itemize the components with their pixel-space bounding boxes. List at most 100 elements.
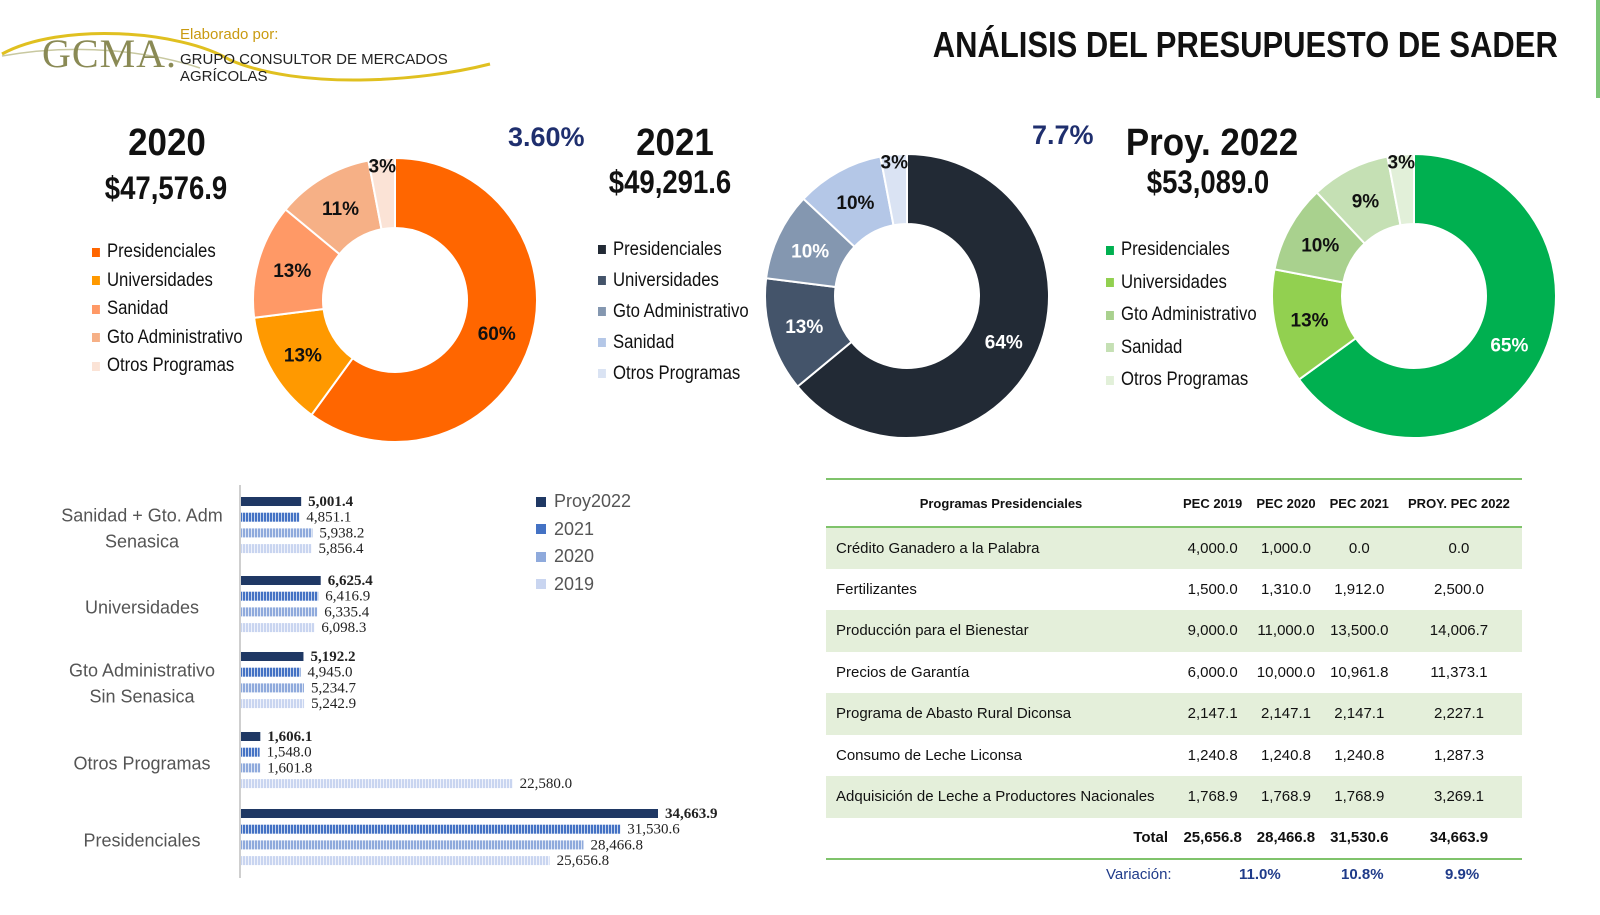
- bar-value-label: 6,335.4: [324, 604, 370, 620]
- program-name-cell: Programa de Abasto Rural Diconsa: [826, 693, 1176, 735]
- legend-swatch: [92, 361, 100, 371]
- value-cell: 1,500.0: [1187, 580, 1238, 598]
- table-row: Programa de Abasto Rural Diconsa 2,147.1 2…: [826, 693, 1522, 735]
- legend-swatch: [598, 338, 606, 347]
- bar-legend-item: Proy2022: [536, 488, 631, 516]
- bar-value-label: 5,192.2: [310, 649, 355, 665]
- donut-slice-label: 3%: [369, 157, 397, 178]
- bar-value-label: 5,234.7: [311, 680, 357, 696]
- table-row: Consumo de Leche Liconsa 1,240.8 1,240.8 1,…: [826, 735, 1522, 777]
- bar-legend-item: 2021: [536, 516, 631, 544]
- donut-slice-label: 3%: [1388, 153, 1416, 174]
- bar: [241, 856, 550, 866]
- donut-slice: [1297, 152, 1557, 439]
- bar: [241, 699, 305, 709]
- table-row: Fertilizantes 1,500.0 1,310.0 1,912.0 2,500.…: [826, 569, 1522, 611]
- legend-swatch: [92, 247, 100, 257]
- donut-slice-label: 11%: [322, 199, 359, 220]
- value-cell: 11,000.0: [1249, 610, 1323, 652]
- donut-slice: [310, 156, 538, 443]
- legend-swatch: [1106, 375, 1114, 385]
- table-row: Total 25,656.8 28,466.8 31,530.6 34,663.9: [826, 817, 1522, 860]
- program-name-cell: Total: [826, 817, 1176, 860]
- bar-value-label: 4,945.0: [307, 665, 352, 681]
- legend-label: 2021: [554, 518, 595, 539]
- legend-item: Sanidad: [598, 327, 749, 358]
- donut-slice-label: 13%: [284, 345, 322, 366]
- legend-item: Presidenciales: [92, 238, 243, 267]
- legend-label: Sanidad: [612, 331, 675, 353]
- gcma-logo: GCMA. Elaborado por: GRUPO CONSULTOR DE …: [0, 12, 520, 85]
- col-header: PEC 2020: [1249, 478, 1323, 528]
- legend-swatch: [1106, 310, 1114, 320]
- legend-swatch: [536, 579, 546, 590]
- legend-swatch: [1106, 343, 1114, 353]
- program-name-cell: Crédito Ganadero a la Palabra: [826, 527, 1176, 569]
- legend-label: Universidades: [1120, 271, 1227, 293]
- value-cell: 1,768.9: [1249, 776, 1323, 818]
- legend-label: 2019: [554, 573, 595, 594]
- value-cell: 13,500.0: [1322, 610, 1396, 652]
- value-cell: 28,466.8: [1249, 817, 1323, 860]
- logo-text: GCMA.: [42, 31, 178, 76]
- col-header: PEC 2019: [1176, 478, 1250, 528]
- value-cell: 11,373.1: [1430, 663, 1488, 681]
- legend-swatch: [598, 369, 606, 378]
- legend-item: Gto Administrativo: [598, 296, 749, 327]
- program-name-cell: Adquisición de Leche a Productores Nacio…: [826, 776, 1176, 818]
- legend-item: Universidades: [598, 265, 749, 296]
- legend-swatch: [92, 276, 100, 286]
- legend-item: Gto Administrativo: [1106, 299, 1257, 332]
- value-cell: 2,147.1: [1249, 693, 1323, 735]
- legend-item: Presidenciales: [1106, 234, 1257, 267]
- legend-label: Otros Programas: [612, 362, 741, 384]
- value-cell: 2,147.1: [1176, 693, 1250, 735]
- bar: [241, 747, 260, 757]
- table-header-row: Programas Presidenciales PEC 2019 PEC 20…: [826, 478, 1522, 528]
- donut-slice-label: 13%: [273, 261, 311, 282]
- category-label: Sanidad + Gto. Adm: [61, 505, 223, 525]
- bar-value-label: 1,606.1: [267, 729, 312, 745]
- elaborado-label: Elaborado por:: [180, 26, 279, 43]
- bar: [241, 544, 312, 554]
- legend-label: Presidenciales: [612, 238, 722, 260]
- table-row: Crédito Ganadero a la Palabra 4,000.0 1,00…: [826, 527, 1522, 569]
- value-cell: 1,310.0: [1260, 580, 1311, 598]
- category-label: Senasica: [105, 531, 180, 551]
- legend-item: Otros Programas: [598, 358, 749, 389]
- accent-bar: [1596, 0, 1600, 98]
- legend-label: Gto Administrativo: [1120, 304, 1257, 326]
- year-2022-amount: $53,089.0: [1146, 164, 1270, 200]
- legend-label: Universidades: [612, 269, 719, 291]
- legend-item: Sanidad: [92, 295, 243, 324]
- value-cell: 2,500.0: [1433, 580, 1484, 598]
- bar-value-label: 6,098.3: [321, 620, 366, 636]
- bar: [241, 623, 315, 633]
- bar-value-label: 28,466.8: [590, 837, 643, 853]
- bar: [241, 528, 313, 538]
- bar: [241, 809, 658, 818]
- year-2021-amount: $49,291.6: [608, 164, 732, 200]
- growth-2021: 7.7%: [1032, 120, 1094, 150]
- donut-2020-legend: Presidenciales Universidades Sanidad Gto Ad…: [92, 238, 243, 381]
- donut-slice-label: 13%: [785, 317, 823, 338]
- donut-slice: [1386, 152, 1415, 227]
- bar: [241, 683, 304, 693]
- variation-2021: 10.8%: [1341, 866, 1384, 883]
- bar-value-label: 5,856.4: [318, 541, 364, 557]
- legend-item: Presidenciales: [598, 234, 749, 265]
- bar-value-label: 6,625.4: [328, 573, 374, 589]
- program-name-cell: Fertilizantes: [836, 580, 917, 598]
- legend-label: Sanidad: [1120, 336, 1183, 358]
- grupo-label: GRUPO CONSULTOR DE MERCADOS AGRÍCOLAS: [180, 51, 448, 85]
- donut-2020: 60% 13% 13% 11% 3%: [252, 156, 538, 443]
- growth-2020: 3.60%: [508, 122, 585, 152]
- variation-2022: 9.9%: [1445, 866, 1480, 883]
- col-header: Programas Presidenciales: [826, 478, 1176, 528]
- legend-label: Presidenciales: [1120, 239, 1230, 261]
- bar-value-label: 5,938.2: [319, 525, 364, 541]
- year-2020-title: 2020: [128, 122, 206, 164]
- year-2021-title: 2021: [636, 122, 714, 164]
- donut-2022: 65% 13% 10% 9% 3%: [1271, 152, 1557, 439]
- bar-value-label: 4,851.1: [306, 510, 351, 526]
